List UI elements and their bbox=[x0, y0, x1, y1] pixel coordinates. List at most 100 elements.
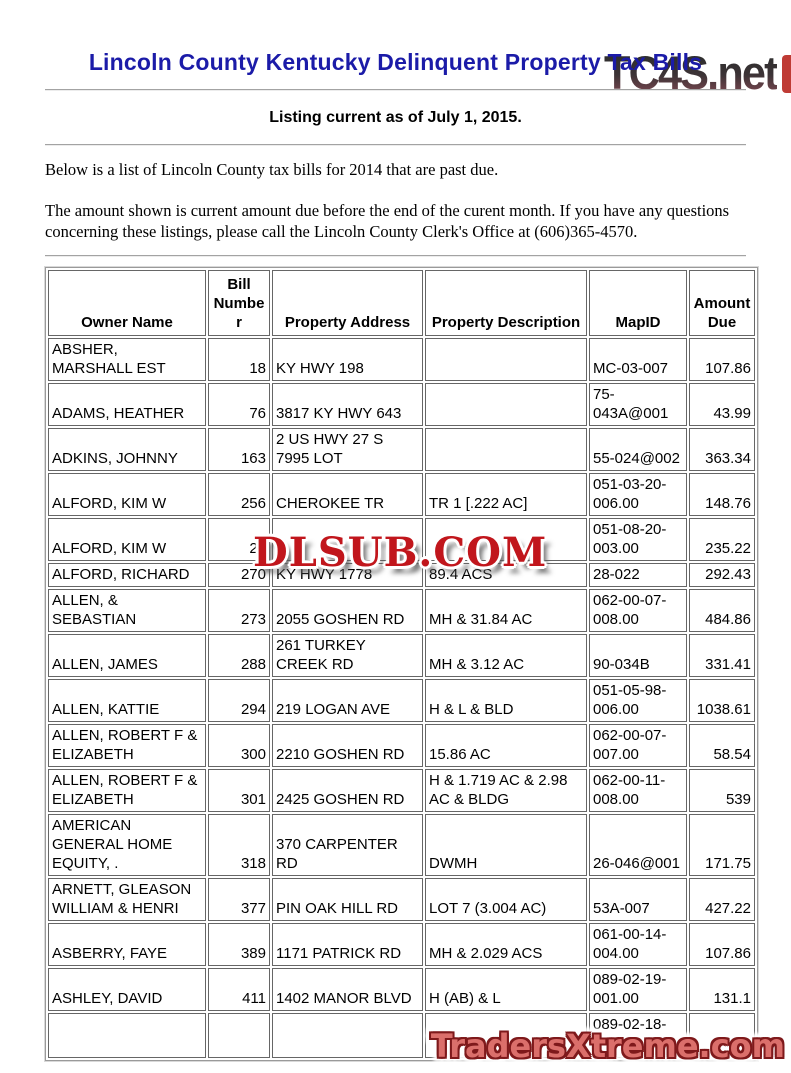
cell-bill: 163 bbox=[208, 428, 270, 471]
cell-address: 3817 KY HWY 643 bbox=[272, 383, 423, 426]
tradersxtreme-watermark[interactable]: TradersXtreme.com bbox=[430, 1027, 785, 1065]
cell-map-id: 089-02-19-001.00 bbox=[589, 968, 687, 1011]
column-header-amount: Amount Due bbox=[689, 270, 755, 336]
cell-bill: 389 bbox=[208, 923, 270, 966]
cell-description: H & 1.719 AC & 2.98 AC & BLDG bbox=[425, 769, 587, 812]
divider bbox=[45, 255, 746, 257]
cell-address: PIN OAK HILL RD bbox=[272, 878, 423, 921]
cell-owner: ALFORD, KIM W bbox=[48, 473, 206, 516]
column-header-bill: Bill Number bbox=[208, 270, 270, 336]
page-title: Lincoln County Kentucky Delinquent Prope… bbox=[88, 49, 703, 75]
cell-address: 1402 MANOR BLVD bbox=[272, 968, 423, 1011]
cell-amount: 171.75 bbox=[689, 814, 755, 876]
dlsub-watermark[interactable]: DLSUB.COM bbox=[253, 529, 548, 576]
cell-address: 2425 GOSHEN RD bbox=[272, 769, 423, 812]
table-row: ALLEN, ROBERT F & ELIZABETH 300 2210 GOSHE… bbox=[48, 724, 755, 767]
cell-map-id: 90-034B bbox=[589, 634, 687, 677]
cell-description bbox=[425, 518, 587, 561]
divider bbox=[45, 89, 746, 91]
cell-map-id: 75-043A@001 bbox=[589, 383, 687, 426]
cell-address: CHEROKEE TR bbox=[272, 473, 423, 516]
cell-description bbox=[425, 338, 587, 381]
intro-paragraph-2: The amount shown is current amount due b… bbox=[45, 201, 730, 241]
cell-amount: 107.86 bbox=[689, 923, 755, 966]
intro-text: Below is a list of Lincoln County tax bi… bbox=[45, 159, 746, 242]
cell-address: 2 US HWY 27 S 7995 LOT bbox=[272, 428, 423, 471]
cell-amount: 148.76 bbox=[689, 473, 755, 516]
column-header-owner: Owner Name bbox=[48, 270, 206, 336]
cell-address: 2210 GOSHEN RD bbox=[272, 724, 423, 767]
table-row: ALLEN, ROBERT F & ELIZABETH 301 2425 GOSHE… bbox=[48, 769, 755, 812]
cell-bill: 18 bbox=[208, 338, 270, 381]
cell-bill: 25 bbox=[208, 518, 270, 561]
table-row: ASBERRY, FAYE 389 1171 PATRICK RD MH & 2.02… bbox=[48, 923, 755, 966]
cell-address: KY HWY 198 bbox=[272, 338, 423, 381]
cell-description bbox=[425, 428, 587, 471]
cell-description: MH & 31.84 AC bbox=[425, 589, 587, 632]
cell-bill: 300 bbox=[208, 724, 270, 767]
table-row: AMERICAN GENERAL HOME EQUITY, . 318 370 CA… bbox=[48, 814, 755, 876]
cell-address bbox=[272, 1013, 423, 1058]
cell-map-id: 051-03-20-006.00 bbox=[589, 473, 687, 516]
cell-address: 261 TURKEY CREEK RD bbox=[272, 634, 423, 677]
intro-paragraph-1: Below is a list of Lincoln County tax bi… bbox=[45, 160, 499, 179]
column-header-address: Property Address bbox=[272, 270, 423, 336]
cell-address bbox=[272, 518, 423, 561]
cell-map-id: 051-05-98-006.00 bbox=[589, 679, 687, 722]
table-row: ABSHER, MARSHALL EST 18 KY HWY 198 MC-03-00… bbox=[48, 338, 755, 381]
cell-amount: 107.86 bbox=[689, 338, 755, 381]
cell-amount: 131.1 bbox=[689, 968, 755, 1011]
cell-description: 89.4 ACS bbox=[425, 563, 587, 587]
listing-current-note: Listing current as of July 1, 2015. bbox=[269, 109, 522, 126]
cell-bill: 318 bbox=[208, 814, 270, 876]
cell-description: H (AB) & L bbox=[425, 968, 587, 1011]
cell-bill bbox=[208, 1013, 270, 1058]
cell-description: MH & 2.029 ACS bbox=[425, 923, 587, 966]
cell-map-id: 062-00-07-008.00 bbox=[589, 589, 687, 632]
cell-owner: AMERICAN GENERAL HOME EQUITY, . bbox=[48, 814, 206, 876]
cell-amount: 235.22 bbox=[689, 518, 755, 561]
cell-owner: ALLEN, ROBERT F & ELIZABETH bbox=[48, 724, 206, 767]
cell-address: 370 CARPENTER RD bbox=[272, 814, 423, 876]
cell-description: TR 1 [.222 AC] bbox=[425, 473, 587, 516]
cell-description: 15.86 AC bbox=[425, 724, 587, 767]
cell-owner: ALFORD, KIM W bbox=[48, 518, 206, 561]
cell-description: MH & 3.12 AC bbox=[425, 634, 587, 677]
cell-amount: 58.54 bbox=[689, 724, 755, 767]
cell-bill: 270 bbox=[208, 563, 270, 587]
cell-bill: 76 bbox=[208, 383, 270, 426]
cell-map-id: 28-022 bbox=[589, 563, 687, 587]
cell-address: 1171 PATRICK RD bbox=[272, 923, 423, 966]
cell-bill: 294 bbox=[208, 679, 270, 722]
cell-address: 219 LOGAN AVE bbox=[272, 679, 423, 722]
cell-amount: 1038.61 bbox=[689, 679, 755, 722]
cell-owner: ALLEN, ROBERT F & ELIZABETH bbox=[48, 769, 206, 812]
cell-owner: ALLEN, & SEBASTIAN bbox=[48, 589, 206, 632]
table-row: ALLEN, JAMES 288 261 TURKEY CREEK RD MH & 3… bbox=[48, 634, 755, 677]
cell-owner: ALLEN, KATTIE bbox=[48, 679, 206, 722]
table-header-row: Owner Name Bill Number Property Address Pro… bbox=[48, 270, 755, 336]
table-row: ALFORD, KIM W 256 CHEROKEE TR TR 1 [.222 AC… bbox=[48, 473, 755, 516]
cell-map-id: 26-046@001 bbox=[589, 814, 687, 876]
cell-map-id: 061-00-14-004.00 bbox=[589, 923, 687, 966]
cell-map-id: 051-08-20-003.00 bbox=[589, 518, 687, 561]
cell-amount: 331.41 bbox=[689, 634, 755, 677]
cell-amount: 427.22 bbox=[689, 878, 755, 921]
table-row: ALFORD, RICHARD 270 KY HWY 1778 89.4 ACS 28-… bbox=[48, 563, 755, 587]
table-row: ALLEN, KATTIE 294 219 LOGAN AVE H & L & BLD… bbox=[48, 679, 755, 722]
cell-description: LOT 7 (3.004 AC) bbox=[425, 878, 587, 921]
table-row: ADKINS, JOHNNY 163 2 US HWY 27 S 7995 LOT 5… bbox=[48, 428, 755, 471]
cell-bill: 377 bbox=[208, 878, 270, 921]
cell-bill: 273 bbox=[208, 589, 270, 632]
cell-amount: 484.86 bbox=[689, 589, 755, 632]
site-logo[interactable]: TC4S.net bbox=[604, 46, 779, 99]
cell-map-id: MC-03-007 bbox=[589, 338, 687, 381]
cell-owner: ALFORD, RICHARD bbox=[48, 563, 206, 587]
cell-address: KY HWY 1778 bbox=[272, 563, 423, 587]
cell-owner: ARNETT, GLEASON WILLIAM & HENRI bbox=[48, 878, 206, 921]
cell-map-id: 53A-007 bbox=[589, 878, 687, 921]
delinquent-tax-table: Owner Name Bill Number Property Address Pro… bbox=[44, 266, 759, 1062]
column-header-map-id: MapID bbox=[589, 270, 687, 336]
cell-amount: 539 bbox=[689, 769, 755, 812]
cell-amount: 363.34 bbox=[689, 428, 755, 471]
